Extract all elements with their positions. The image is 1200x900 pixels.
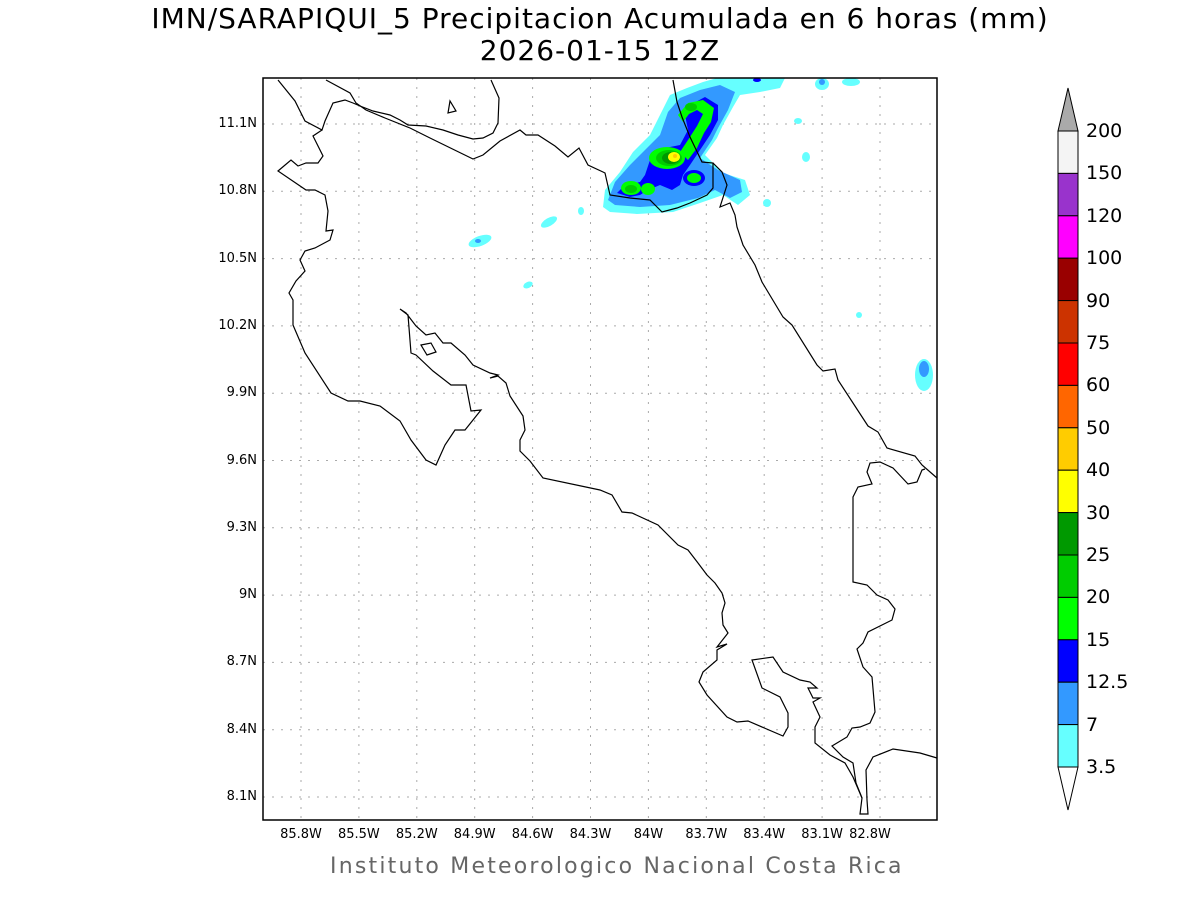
precip-cell xyxy=(919,361,929,377)
footer-credit: Instituto Meteorologico Nacional Costa R… xyxy=(330,854,904,879)
colorbar-under-triangle xyxy=(1057,766,1079,811)
precip-cell xyxy=(753,78,761,82)
colorbar-label: 60 xyxy=(1086,374,1111,397)
colorbar-label: 75 xyxy=(1086,332,1111,354)
lat-label: 8.4N xyxy=(226,721,257,737)
lon-label: 84.3W xyxy=(569,827,612,842)
precip-20-arc xyxy=(685,103,697,111)
lat-label: 9.9N xyxy=(226,385,257,401)
precip-cell xyxy=(523,281,533,289)
colorbar-label: 150 xyxy=(1086,162,1123,185)
colorbar-over-triangle xyxy=(1057,87,1079,132)
colorbar-label: 12.5 xyxy=(1086,671,1129,694)
colorbar-swatch xyxy=(1057,342,1079,386)
panama-coast-north xyxy=(831,461,938,815)
colorbar-label: 90 xyxy=(1086,289,1111,312)
lon-label: 85.2W xyxy=(395,827,438,842)
colorbar-swatch xyxy=(1057,427,1079,471)
precip-40-center xyxy=(673,154,677,158)
colorbar-swatch xyxy=(1057,554,1079,598)
precip-cell xyxy=(842,78,860,86)
colorbar-label: 100 xyxy=(1086,247,1123,270)
map-frame xyxy=(262,77,938,821)
lon-label: 83.7W xyxy=(685,827,728,842)
colorbar-label: 120 xyxy=(1086,204,1123,227)
lat-label: 9.6N xyxy=(226,452,257,468)
precip-15-sw2 xyxy=(641,183,655,195)
nicaragua-border xyxy=(325,79,714,213)
precipitation-field xyxy=(468,78,933,391)
colorbar-swatch xyxy=(1057,639,1079,683)
precip-cell xyxy=(802,152,810,162)
colorbar-swatch xyxy=(1057,469,1079,514)
precip-12.5 xyxy=(617,97,718,197)
colorbar-swatch xyxy=(1057,257,1079,302)
precip-15-e xyxy=(687,173,701,183)
colorbar-label: 200 xyxy=(1086,120,1123,142)
colorbar-label: 40 xyxy=(1086,459,1111,482)
lake-nicaragua-shore xyxy=(277,79,500,140)
pacific-coast xyxy=(277,129,863,799)
colorbar-swatch xyxy=(1057,215,1079,259)
colorbar-swatch xyxy=(1057,384,1079,429)
lon-label: 82.8W xyxy=(849,827,891,842)
colorbar-label: 7 xyxy=(1086,713,1099,736)
lat-label: 10.8N xyxy=(218,183,257,199)
lon-label: 85.5W xyxy=(337,827,380,842)
colorbar-label: 3.5 xyxy=(1086,756,1117,778)
colorbar-swatch xyxy=(1057,596,1079,641)
lat-label: 9N xyxy=(239,587,257,603)
lon-label: 84.6W xyxy=(511,827,554,842)
colorbar-label: 20 xyxy=(1086,586,1111,609)
colorbar-label: 25 xyxy=(1086,544,1111,566)
precip-20-sw1 xyxy=(625,185,637,193)
colorbar-swatch xyxy=(1057,172,1079,217)
colorbar-swatch xyxy=(1057,724,1079,768)
map-title: IMN/SARAPIQUI_5 Precipitacion Acumulada … xyxy=(151,2,1049,35)
grid-lines xyxy=(263,78,937,820)
colorbar-swatch xyxy=(1057,512,1079,556)
lat-label: 10.5N xyxy=(218,250,257,266)
gulf-island xyxy=(420,342,437,356)
map-date: 2026-01-15 12Z xyxy=(479,34,721,67)
lat-label: 10.2N xyxy=(218,317,257,333)
colorbar-label: 15 xyxy=(1086,628,1111,651)
lon-label: 83.1W xyxy=(801,827,843,842)
lon-label: 84W xyxy=(633,827,664,842)
colorbar-swatch xyxy=(1057,130,1079,174)
colorbar-label: 30 xyxy=(1086,501,1111,524)
lon-label: 83.4W xyxy=(743,827,786,842)
lon-label: 84.9W xyxy=(453,827,496,842)
precip-cell xyxy=(763,199,771,207)
colorbar xyxy=(1057,87,1079,811)
precip-15-arc xyxy=(678,100,714,160)
colorbar-label: 50 xyxy=(1086,416,1111,439)
precip-cell xyxy=(540,216,558,228)
lat-label: 11.1N xyxy=(218,116,257,131)
lat-label: 9.3N xyxy=(226,519,257,535)
precip-cell xyxy=(856,312,862,318)
precip-cell xyxy=(475,239,481,243)
precip-cell xyxy=(578,207,584,215)
precip-cell xyxy=(794,118,802,124)
lon-label: 85.8W xyxy=(280,827,322,842)
lake-island xyxy=(447,99,457,114)
precip-cell xyxy=(819,79,825,85)
colorbar-swatch xyxy=(1057,300,1079,344)
lat-label: 8.7N xyxy=(226,654,257,670)
colorbar-swatch xyxy=(1057,681,1079,726)
caribbean-coast xyxy=(712,162,938,479)
lat-label: 8.1N xyxy=(226,789,257,804)
coastlines xyxy=(277,79,938,815)
